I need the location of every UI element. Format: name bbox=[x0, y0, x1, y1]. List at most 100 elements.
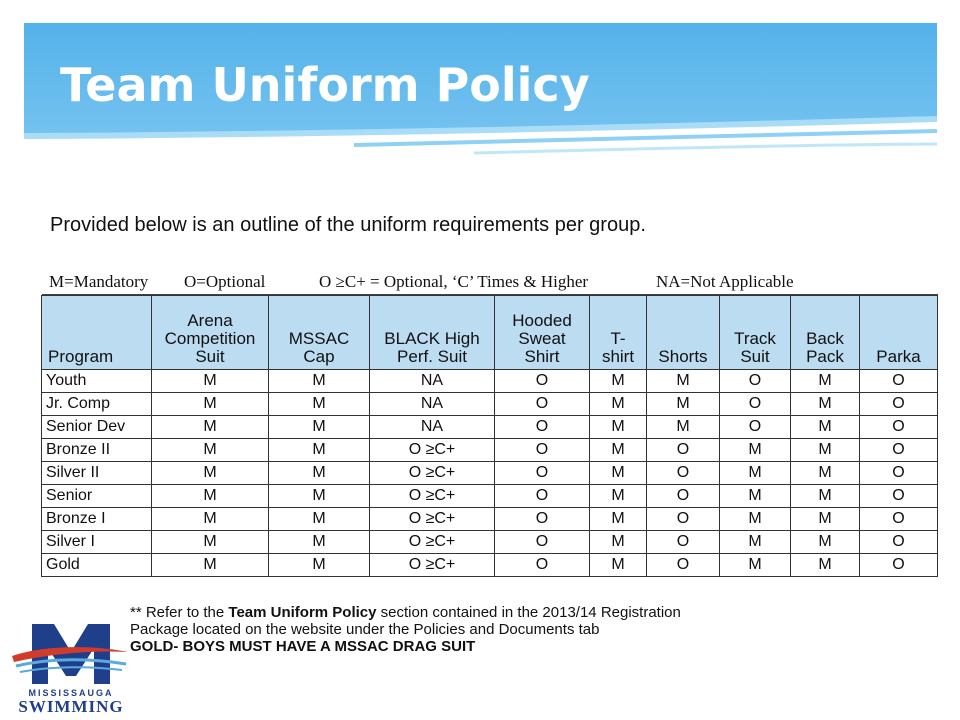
requirement-cell: M bbox=[589, 484, 647, 508]
table-row: Silver II M M O ≥C+ O M O M M O bbox=[41, 461, 938, 485]
requirement-cell: O ≥C+ bbox=[369, 530, 495, 554]
requirement-cell: O bbox=[859, 484, 938, 508]
requirement-cell: M bbox=[719, 507, 791, 531]
table-row: Senior M M O ≥C+ O M O M M O bbox=[41, 484, 938, 508]
program-cell: Bronze I bbox=[41, 507, 152, 531]
requirement-cell: O bbox=[859, 461, 938, 485]
requirement-cell: M bbox=[151, 438, 269, 462]
column-header: T-shirt bbox=[589, 295, 647, 370]
program-cell: Senior Dev bbox=[41, 415, 152, 439]
requirement-cell: O bbox=[494, 415, 590, 439]
requirement-cell: M bbox=[268, 530, 370, 554]
requirement-cell: O bbox=[859, 392, 938, 416]
requirement-cell: M bbox=[790, 415, 860, 439]
table-body: Youth M M NA O M M O M O Jr. Comp M M NA O M M O M O Senior … bbox=[41, 369, 938, 577]
requirement-cell: O bbox=[494, 484, 590, 508]
requirement-cell: M bbox=[589, 415, 647, 439]
requirement-cell: M bbox=[790, 507, 860, 531]
program-cell: Silver I bbox=[41, 530, 152, 554]
column-header: Shorts bbox=[646, 295, 720, 370]
column-header-line: Cap bbox=[303, 347, 335, 366]
footnote-suffix: section contained in the 2013/14 Registr… bbox=[376, 604, 681, 621]
requirement-cell: M bbox=[589, 369, 647, 393]
uniform-table: Program Arena Competition Suit MSSAC Cap BLACK… bbox=[41, 295, 938, 577]
table-row: Jr. Comp M M NA O M M O M O bbox=[41, 392, 938, 416]
column-header: MSSAC Cap bbox=[268, 295, 370, 370]
requirement-cell: O bbox=[494, 369, 590, 393]
footnote-line-2: Package located on the website under the… bbox=[130, 621, 600, 638]
requirement-cell: M bbox=[151, 530, 269, 554]
requirement-cell: M bbox=[790, 461, 860, 485]
column-header: Hooded Sweat Shirt bbox=[494, 295, 590, 370]
program-cell: Bronze II bbox=[41, 438, 152, 462]
requirement-cell: M bbox=[790, 484, 860, 508]
requirement-cell: M bbox=[151, 553, 269, 577]
requirement-cell: NA bbox=[369, 415, 495, 439]
requirement-cell: M bbox=[589, 507, 647, 531]
column-header-line: Competition bbox=[164, 329, 256, 348]
requirement-cell: M bbox=[151, 369, 269, 393]
requirement-cell: O ≥C+ bbox=[369, 438, 495, 462]
requirement-cell: M bbox=[151, 461, 269, 485]
requirement-cell: M bbox=[268, 461, 370, 485]
logo-text-swimming: SWIMMING bbox=[18, 697, 124, 716]
requirement-cell: NA bbox=[369, 369, 495, 393]
requirement-cell: O ≥C+ bbox=[369, 484, 495, 508]
requirement-cell: O bbox=[494, 438, 590, 462]
column-header-line: Shorts bbox=[658, 347, 708, 366]
requirement-cell: O bbox=[494, 392, 590, 416]
requirement-cell: O ≥C+ bbox=[369, 553, 495, 577]
legend-mandatory: M=Mandatory bbox=[49, 272, 149, 291]
column-header-line: Perf. Suit bbox=[397, 347, 467, 366]
requirement-cell: O bbox=[859, 507, 938, 531]
requirement-cell: M bbox=[790, 369, 860, 393]
requirement-cell: O bbox=[646, 530, 720, 554]
program-cell: Jr. Comp bbox=[41, 392, 152, 416]
requirement-cell: M bbox=[589, 438, 647, 462]
requirement-cell: M bbox=[719, 484, 791, 508]
column-header-line: Sweat bbox=[518, 329, 566, 348]
requirement-cell: O ≥C+ bbox=[369, 507, 495, 531]
requirement-cell: M bbox=[589, 461, 647, 485]
intro-text: Provided below is an outline of the unif… bbox=[50, 214, 646, 236]
requirement-cell: O bbox=[719, 369, 791, 393]
requirement-cell: M bbox=[268, 484, 370, 508]
footnote: ** Refer to the Team Uniform Policy sect… bbox=[130, 604, 870, 655]
requirement-cell: M bbox=[719, 530, 791, 554]
requirement-cell: O bbox=[646, 438, 720, 462]
requirement-cell: O bbox=[646, 553, 720, 577]
requirement-cell: O bbox=[494, 553, 590, 577]
table-header-row: Program Arena Competition Suit MSSAC Cap BLACK… bbox=[41, 295, 938, 370]
requirement-cell: O ≥C+ bbox=[369, 461, 495, 485]
program-cell: Gold bbox=[41, 553, 152, 577]
requirement-cell: M bbox=[268, 415, 370, 439]
column-header-line: BLACK High bbox=[384, 329, 480, 348]
column-header-line: T- bbox=[610, 329, 626, 348]
banner-background bbox=[24, 23, 937, 163]
requirement-cell: NA bbox=[369, 392, 495, 416]
column-header-line: Hooded bbox=[512, 311, 572, 330]
requirement-cell: O bbox=[859, 369, 938, 393]
requirement-cell: O bbox=[646, 507, 720, 531]
column-header: Parka bbox=[859, 295, 938, 370]
column-header-line: Shirt bbox=[524, 347, 560, 366]
column-header-line: Back bbox=[806, 329, 844, 348]
column-header-line: MSSAC bbox=[288, 329, 350, 348]
logo-text-mississauga: MISSISSAUGA bbox=[28, 688, 114, 698]
requirement-cell: M bbox=[268, 369, 370, 393]
requirement-cell: M bbox=[268, 438, 370, 462]
requirement-cell: M bbox=[589, 530, 647, 554]
requirement-cell: M bbox=[790, 438, 860, 462]
column-header-line: Suit bbox=[740, 347, 770, 366]
mississauga-swimming-logo: MISSISSAUGA SWIMMING bbox=[10, 618, 132, 716]
requirement-cell: O bbox=[494, 461, 590, 485]
column-header: Program bbox=[41, 295, 152, 370]
requirement-cell: M bbox=[719, 461, 791, 485]
requirement-cell: O bbox=[494, 530, 590, 554]
page-title: Team Uniform Policy bbox=[60, 58, 590, 112]
table-row: Senior Dev M M NA O M M O M O bbox=[41, 415, 938, 439]
requirement-cell: M bbox=[719, 438, 791, 462]
requirement-cell: M bbox=[589, 392, 647, 416]
